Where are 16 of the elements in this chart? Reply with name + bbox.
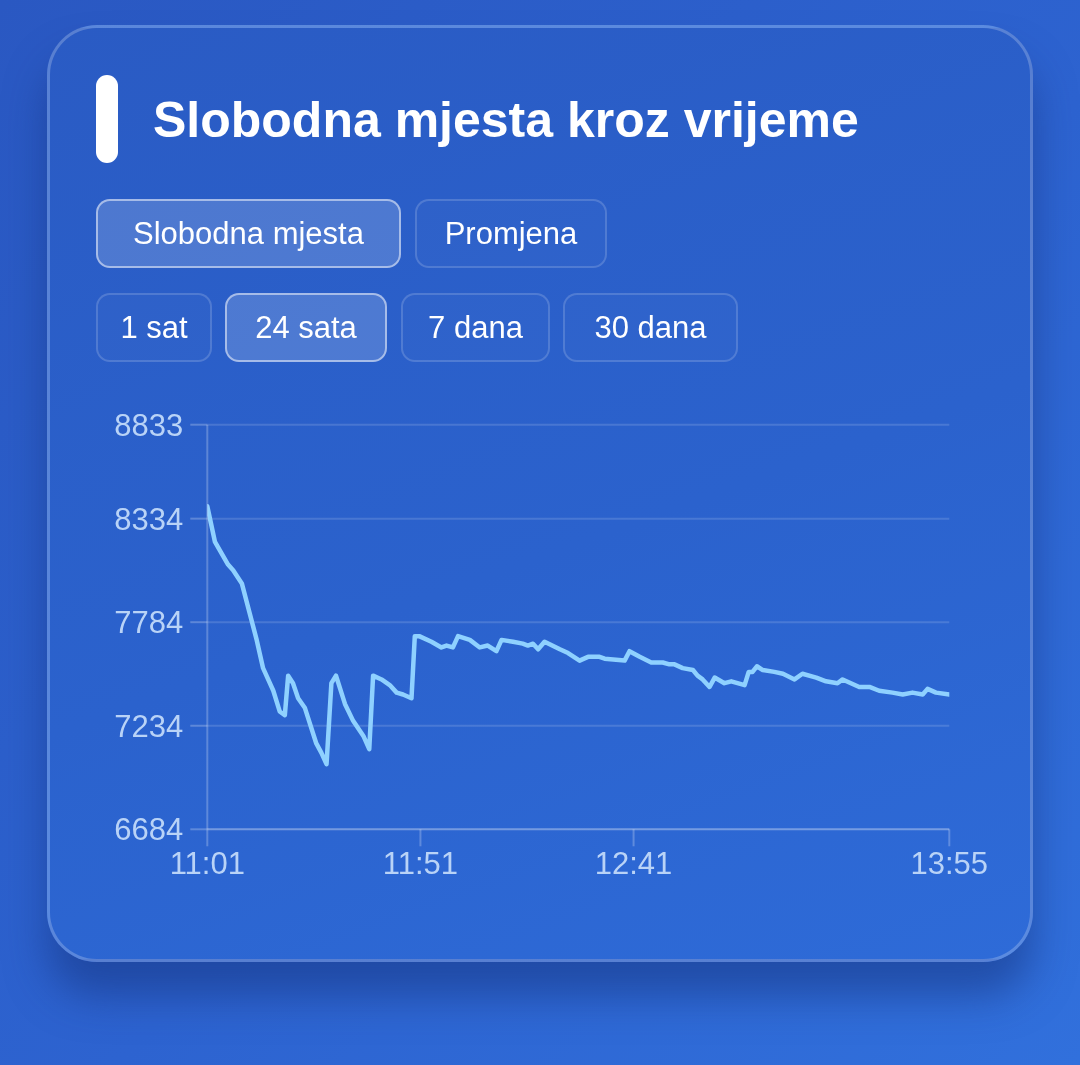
x-tick-label: 12:41 <box>594 846 673 882</box>
tab-button[interactable]: Slobodna mjesta <box>96 199 401 268</box>
y-tick-label: 7234 <box>114 708 184 744</box>
y-tick-label: 8334 <box>114 501 184 537</box>
chart-title: Slobodna mjesta kroz vrijeme <box>153 92 859 148</box>
tab-button[interactable]: 1 sat <box>96 293 212 362</box>
y-tick-label: 7784 <box>114 605 184 641</box>
tab-button[interactable]: 24 sata <box>225 293 387 362</box>
tab-button[interactable]: 7 dana <box>401 293 550 362</box>
x-tick-label: 11:01 <box>169 846 245 882</box>
tab-button[interactable]: Promjena <box>415 199 607 268</box>
y-tick-label: 6684 <box>114 812 184 848</box>
x-tick-label: 11:51 <box>382 846 459 882</box>
y-tick-label: 8833 <box>114 407 184 443</box>
tab-button[interactable]: 30 dana <box>563 293 738 362</box>
x-tick-label: 13:55 <box>910 846 989 882</box>
